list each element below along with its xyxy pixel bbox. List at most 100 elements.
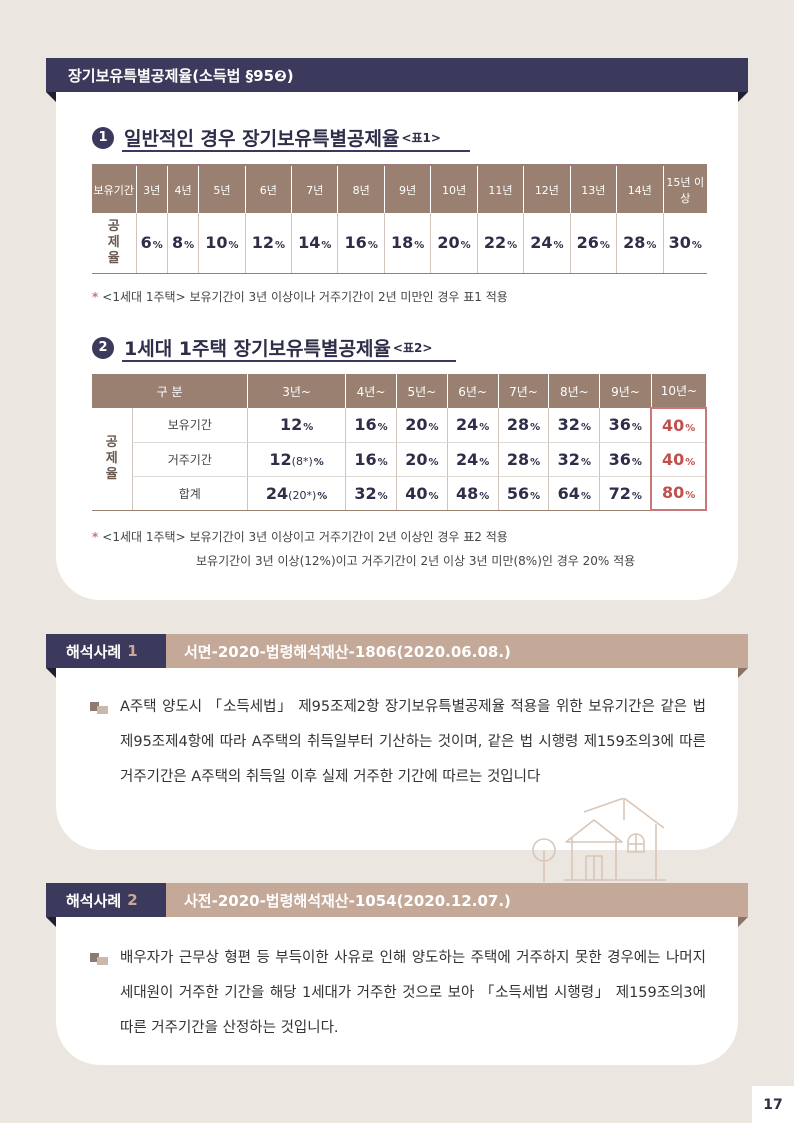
table2-cell: 36% bbox=[599, 408, 652, 443]
note-marker: * bbox=[92, 530, 99, 544]
table2-row: 공제율 보유기간 12% 16% 20% 24% 28% 32% 36% 40% bbox=[92, 407, 707, 511]
table1-cell: 12% bbox=[244, 213, 292, 274]
table2-col: 4년~ bbox=[345, 374, 397, 408]
table1-col: 8년 bbox=[337, 164, 385, 213]
section1-suffix: <표1> bbox=[401, 131, 441, 145]
table2-cell: 28% bbox=[497, 408, 549, 443]
case1-body: A주택 양도시 「소득세법」 제95조제2항 장기보유특별공제율 적용을 위한 … bbox=[120, 699, 706, 785]
table2-row: 거주기간 12(8*)% 16% 20% 24% 28% 32% 36% 40% bbox=[92, 442, 707, 477]
table2-cell-highlight: 80% bbox=[650, 476, 707, 511]
table2-cell: 72% bbox=[599, 476, 652, 511]
table1-row-header: 보유기간 bbox=[92, 164, 136, 213]
table2-cell: 12(8*)% bbox=[247, 442, 346, 477]
section1-underline bbox=[122, 150, 470, 152]
table2-row-label: 보유기간 bbox=[131, 408, 248, 443]
table1: 보유기간 3년 4년 5년 6년 7년 8년 9년 10년 11년 12년 13… bbox=[92, 164, 707, 274]
square-bullet-icon bbox=[90, 953, 108, 965]
table1-cell: 10% bbox=[198, 213, 246, 274]
case2-paragraph: 배우자가 근무상 형편 등 부득이한 사유로 인해 양도하는 주택에 거주하지 … bbox=[90, 941, 706, 1046]
case1-label: 해석사례 1 bbox=[46, 634, 166, 668]
table1-cell: 14% bbox=[291, 213, 338, 274]
table2-header-row: 구 분 3년~ 4년~ 5년~ 6년~ 7년~ 8년~ 9년~ 10년~ bbox=[92, 374, 706, 408]
table2-row: 합계 24(20*)% 32% 40% 48% 56% 64% 72% 80% bbox=[92, 476, 707, 511]
table1-col: 10년 bbox=[430, 164, 478, 213]
table2-row-label: 합계 bbox=[131, 476, 248, 511]
case2-title: 사전-2020-법령해석재산-1054(2020.12.07.) bbox=[166, 883, 748, 917]
table1-col: 4년 bbox=[166, 164, 199, 213]
table1-cell: 8% bbox=[166, 213, 199, 274]
page-number: 17 bbox=[752, 1086, 794, 1123]
section2-note1: * <1세대 1주택> 보유기간이 3년 이상이고 거주기간이 2년 이상인 경우… bbox=[92, 530, 508, 544]
table1-cell: 22% bbox=[476, 213, 524, 274]
rate-card bbox=[56, 66, 738, 600]
section2-title-text: 1세대 1주택 장기보유특별공제율 bbox=[124, 338, 391, 360]
table2-cell: 16% bbox=[345, 408, 397, 443]
case2-body: 배우자가 근무상 형편 등 부득이한 사유로 인해 양도하는 주택에 거주하지 … bbox=[120, 950, 706, 1036]
table2-cell: 36% bbox=[599, 442, 652, 477]
table2-cell: 20% bbox=[395, 442, 448, 477]
table2-cell-highlight: 40% bbox=[650, 407, 707, 443]
table1-cell: 16% bbox=[337, 213, 385, 274]
section2-number: 2 bbox=[92, 336, 114, 359]
section1-title: 1 일반적인 경우 장기보유특별공제율 <표1> bbox=[92, 124, 441, 151]
table2-col: 10년~ bbox=[650, 374, 706, 408]
main-banner: 장기보유특별공제율(소득법 §95❷) bbox=[46, 58, 748, 92]
table1-cell: 30% bbox=[662, 213, 707, 274]
table2-cell: 32% bbox=[345, 476, 397, 511]
table2-col: 7년~ bbox=[497, 374, 549, 408]
table1-header-row: 보유기간 3년 4년 5년 6년 7년 8년 9년 10년 11년 12년 13… bbox=[92, 164, 707, 213]
table2-cell: 48% bbox=[446, 476, 499, 511]
case1-banner: 해석사례 1 서면-2020-법령해석재산-1806(2020.06.08.) bbox=[46, 634, 748, 668]
table2-cell: 12% bbox=[247, 408, 346, 443]
table1-col: 6년 bbox=[244, 164, 292, 213]
note-marker: * bbox=[92, 290, 99, 304]
table2-cell: 24% bbox=[446, 442, 499, 477]
table1-value-row: 공제율 6% 8% 10% 12% 14% 16% 18% 20% 22% 24… bbox=[92, 213, 707, 274]
table2-col: 5년~ bbox=[395, 374, 448, 408]
table1-col: 9년 bbox=[383, 164, 431, 213]
table2-col: 8년~ bbox=[548, 374, 600, 408]
table2-cell: 32% bbox=[548, 408, 600, 443]
table2-cell: 24% bbox=[446, 408, 499, 443]
table2-col: 9년~ bbox=[599, 374, 652, 408]
section1-number: 1 bbox=[92, 126, 114, 149]
table2-cell: 56% bbox=[497, 476, 549, 511]
table2-cell: 24(20*)% bbox=[247, 476, 346, 511]
case2-banner: 해석사례 2 사전-2020-법령해석재산-1054(2020.12.07.) bbox=[46, 883, 748, 917]
table2-cell: 16% bbox=[345, 442, 397, 477]
table1-col: 14년 bbox=[616, 164, 663, 213]
table1-col: 5년 bbox=[198, 164, 246, 213]
table1-cell: 6% bbox=[135, 213, 168, 274]
table2-row-label: 거주기간 bbox=[131, 442, 248, 477]
table2-cell: 20% bbox=[395, 408, 448, 443]
table1-cell: 28% bbox=[616, 213, 663, 274]
case2-fold-left bbox=[46, 917, 56, 927]
table1-value-label: 공제율 bbox=[92, 213, 136, 274]
section2-title: 2 1세대 1주택 장기보유특별공제율 <표2> bbox=[92, 334, 432, 361]
table2-col: 3년~ bbox=[247, 374, 346, 408]
main-banner-title: 장기보유특별공제율(소득법 §95❷) bbox=[68, 66, 294, 85]
section1-title-text: 일반적인 경우 장기보유특별공제율 bbox=[124, 128, 400, 150]
table1-cell: 26% bbox=[569, 213, 617, 274]
section2-underline bbox=[122, 360, 456, 362]
table1-col: 12년 bbox=[523, 164, 571, 213]
table1-col: 15년 이상 bbox=[662, 164, 707, 213]
case1-fold-left bbox=[46, 668, 56, 678]
table1-cell: 20% bbox=[430, 213, 478, 274]
table2-col: 6년~ bbox=[446, 374, 499, 408]
section1-note: * <1세대 1주택> 보유기간이 3년 이상이나 거주기간이 2년 미만인 경우… bbox=[92, 290, 508, 304]
banner-fold-left bbox=[46, 92, 56, 102]
case2-card bbox=[56, 905, 738, 1065]
banner-fold-right bbox=[738, 92, 748, 102]
table1-cell: 18% bbox=[383, 213, 431, 274]
section2-suffix: <표2> bbox=[392, 341, 433, 355]
table2-cell-highlight: 40% bbox=[650, 442, 707, 477]
case1-paragraph: A주택 양도시 「소득세법」 제95조제2항 장기보유특별공제율 적용을 위한 … bbox=[90, 690, 706, 795]
table1-cell: 24% bbox=[523, 213, 571, 274]
table1-col: 13년 bbox=[569, 164, 617, 213]
table2-header-label: 구 분 bbox=[92, 374, 248, 408]
table2: 구 분 3년~ 4년~ 5년~ 6년~ 7년~ 8년~ 9년~ 10년~ 공제율… bbox=[92, 374, 707, 511]
table2-group-label: 공제율 bbox=[92, 408, 132, 511]
table2-cell: 28% bbox=[497, 442, 549, 477]
table1-col: 3년 bbox=[135, 164, 168, 213]
